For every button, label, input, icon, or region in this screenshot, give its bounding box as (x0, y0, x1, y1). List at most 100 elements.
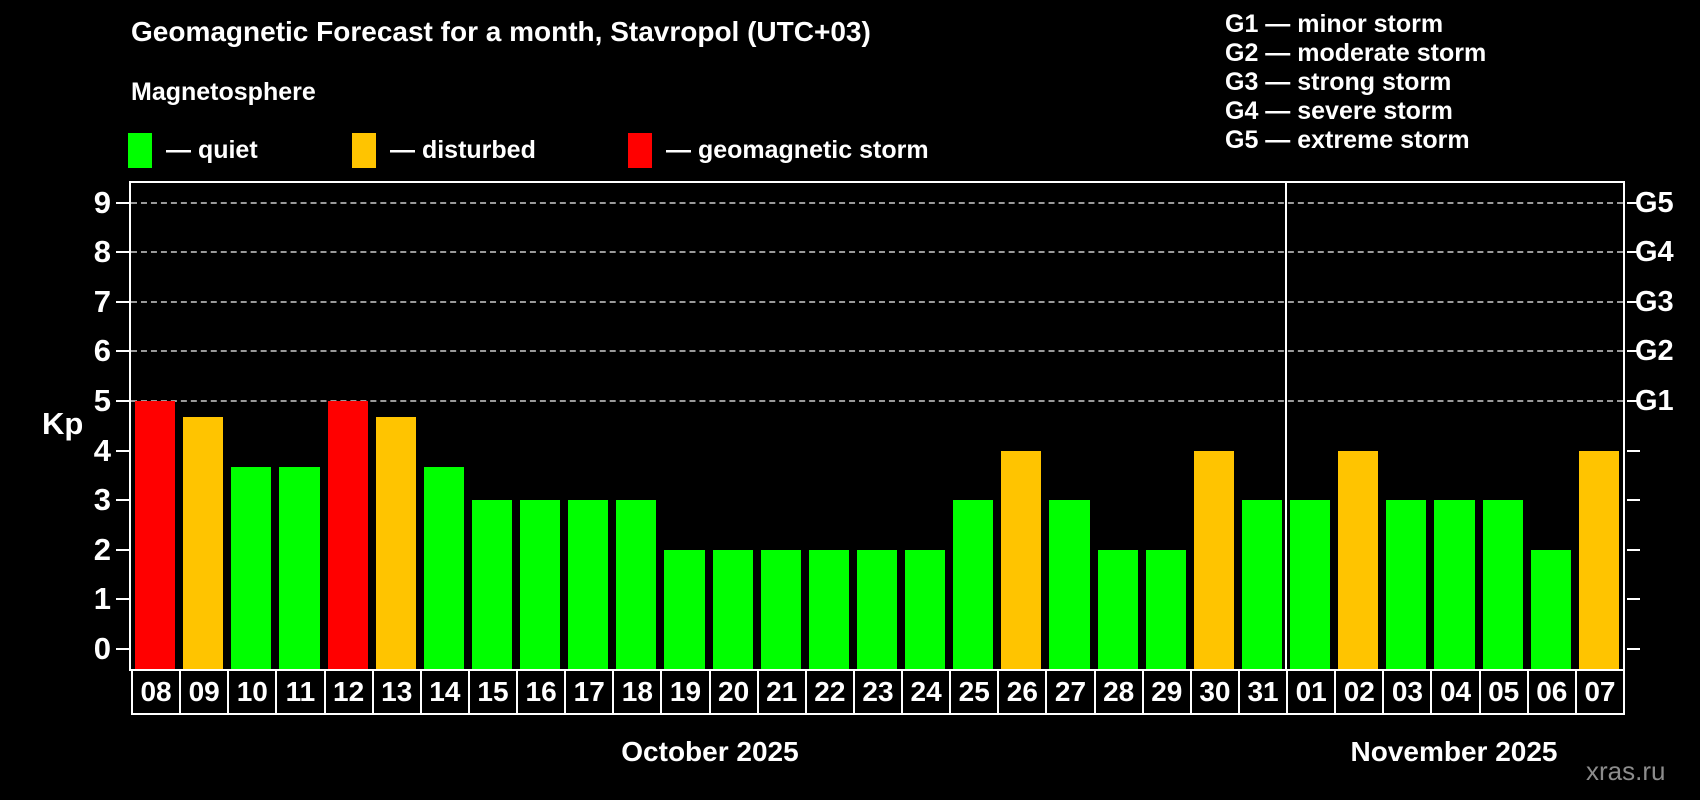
kp-bar-day-27 (1049, 500, 1090, 669)
day-label-24: 24 (901, 669, 952, 715)
day-label-19: 19 (660, 669, 711, 715)
g-level-label-g3: G3 (1635, 285, 1674, 318)
y-tick-left-4 (116, 449, 129, 452)
y-tick-label-8: 8 (93, 234, 111, 270)
kp-bar-day-01 (1290, 500, 1331, 669)
kp-bar-day-03 (1386, 500, 1427, 669)
y-tick-label-7: 7 (93, 283, 111, 319)
kp-bar-day-19 (664, 549, 705, 669)
day-label-04: 04 (1430, 669, 1481, 715)
g-level-label-g2: G2 (1635, 335, 1674, 368)
month-separator-line (1285, 183, 1288, 669)
day-label-18: 18 (612, 669, 663, 715)
plot-area: 0 1 2 3 4 5 6 7 8 9 G1 G2 G3 G4 G5 (94, 181, 1674, 671)
plot-inner: 0 1 2 3 4 5 6 7 8 9 G1 G2 G3 G4 G5 (94, 183, 1674, 669)
y-tick-right-8 (1627, 251, 1640, 254)
day-label-27: 27 (1045, 669, 1096, 715)
g-scale-line-g5: G5 — extreme storm (1225, 126, 1470, 154)
quiet-color-swatch (128, 132, 152, 168)
day-label-17: 17 (564, 669, 615, 715)
day-label-30: 30 (1189, 669, 1240, 715)
gridline-kp8 (131, 251, 1623, 254)
day-label-10: 10 (227, 669, 278, 715)
kp-bar-day-23 (856, 549, 898, 669)
legend-label-quiet: — quiet (166, 135, 258, 164)
gridline-kp9 (131, 201, 1623, 204)
day-label-15: 15 (467, 669, 519, 715)
g-scale-line-g1: G1 — minor storm (1225, 10, 1444, 38)
y-tick-left-6 (116, 350, 129, 353)
day-label-09: 09 (179, 669, 230, 715)
g-scale-line-g2: G2 — moderate storm (1225, 39, 1487, 67)
g-scale-line-g3: G3 — strong storm (1225, 68, 1452, 96)
kp-bar-day-26 (1001, 450, 1042, 669)
y-tick-label-3: 3 (93, 482, 111, 518)
kp-bar-day-11 (279, 466, 320, 669)
day-label-02: 02 (1334, 669, 1385, 715)
disturbed-color-swatch (352, 132, 376, 168)
day-label-29: 29 (1141, 669, 1192, 715)
g-level-label-g5: G5 (1635, 186, 1674, 219)
y-tick-left-1 (116, 598, 129, 601)
kp-bar-day-10 (231, 466, 272, 669)
kp-bar-day-17 (568, 500, 609, 669)
storm-color-swatch (628, 132, 652, 168)
kp-bar-day-12 (327, 401, 368, 669)
y-tick-left-5 (116, 400, 129, 402)
day-label-01: 01 (1286, 669, 1337, 715)
day-label-08: 08 (131, 669, 182, 715)
kp-bar-day-09 (183, 417, 224, 669)
y-tick-label-4: 4 (93, 432, 111, 468)
y-tick-left-7 (116, 300, 129, 303)
magnetosphere-subtitle: Magnetosphere (131, 78, 316, 106)
month-label-october: October 2025 (621, 736, 799, 767)
g-level-label-g4: G4 (1635, 236, 1674, 269)
day-label-20: 20 (708, 669, 759, 715)
day-label-31: 31 (1237, 669, 1289, 715)
kp-bar-day-07 (1578, 450, 1619, 669)
y-tick-label-1: 1 (93, 581, 111, 617)
day-label-25: 25 (949, 669, 1000, 715)
y-tick-right-4 (1627, 449, 1640, 452)
y-tick-left-8 (116, 251, 129, 254)
y-tick-right-6 (1627, 350, 1640, 353)
kp-bar-day-16 (520, 500, 561, 669)
day-label-22: 22 (804, 669, 855, 715)
kp-bar-day-18 (616, 500, 657, 669)
y-tick-right-7 (1627, 300, 1640, 303)
day-label-28: 28 (1093, 669, 1144, 715)
y-tick-right-2 (1627, 548, 1640, 551)
kp-bar-day-06 (1530, 549, 1571, 669)
day-label-14: 14 (419, 669, 470, 715)
day-label-03: 03 (1382, 669, 1433, 715)
kp-bar-day-13 (375, 417, 416, 669)
y-tick-label-0: 0 (93, 631, 111, 666)
y-tick-left-9 (116, 201, 129, 204)
y-tick-right-3 (1627, 499, 1640, 502)
y-tick-right-0 (1627, 648, 1640, 650)
kp-bar-day-21 (760, 549, 801, 669)
g-scale-legend: G1 — minor storm G2 — moderate storm G3 … (1225, 10, 1486, 155)
day-label-23: 23 (852, 669, 904, 715)
y-tick-right-9 (1627, 201, 1640, 204)
kp-bar-day-15 (471, 500, 513, 669)
day-label-06: 06 (1526, 669, 1577, 715)
kp-bar-day-28 (1097, 549, 1138, 669)
gridline-kp6 (131, 350, 1623, 353)
legend-item-quiet: — quiet (128, 130, 258, 170)
day-label-26: 26 (997, 669, 1048, 715)
day-label-21: 21 (756, 669, 807, 715)
y-tick-right-1 (1627, 598, 1640, 601)
legend-label-disturbed: — disturbed (390, 135, 536, 164)
y-tick-label-9: 9 (93, 184, 111, 220)
y-tick-left-0 (116, 648, 129, 650)
day-label-07: 07 (1574, 669, 1625, 715)
gridline-kp7 (131, 300, 1623, 303)
kp-bar-day-31 (1241, 500, 1283, 669)
y-tick-right-5 (1627, 400, 1640, 402)
kp-bar-day-05 (1482, 500, 1523, 669)
day-label-11: 11 (275, 669, 326, 715)
legend-item-storm: — geomagnetic storm (628, 130, 929, 170)
y-tick-label-2: 2 (93, 531, 111, 567)
